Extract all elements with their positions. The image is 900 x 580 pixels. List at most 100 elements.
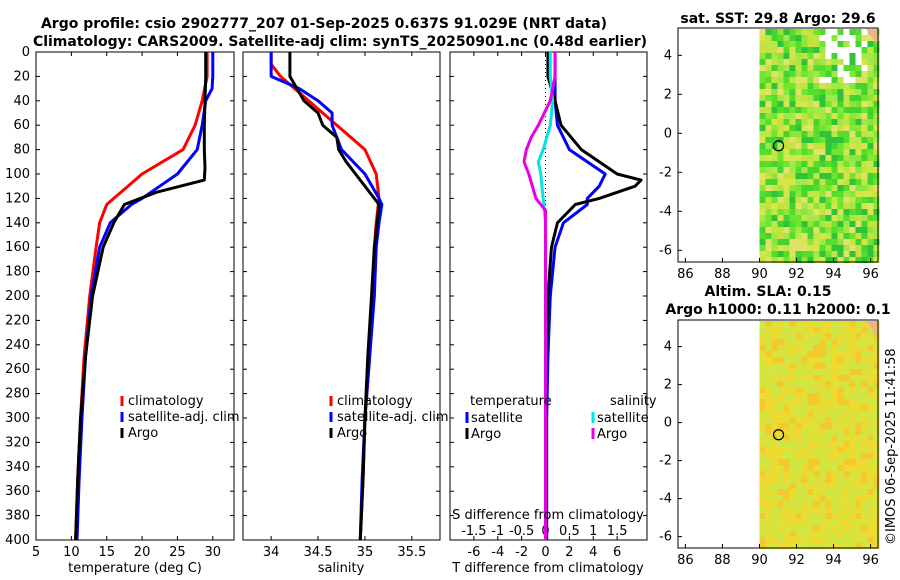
sla_map-cell: [819, 375, 826, 381]
temperature-xtick-label: 20: [134, 545, 151, 560]
sst_map-cell: [849, 71, 856, 77]
sst_map-cell: [825, 137, 832, 143]
sst_map-cell: [831, 89, 838, 95]
sla_map-cell: [837, 525, 844, 531]
sst_map-cell: [849, 227, 856, 233]
sst_map-cell: [801, 239, 808, 245]
sla_map-xtick-label: 92: [788, 553, 805, 568]
sla_map-cell: [867, 417, 874, 423]
s-tick-label: -1.5: [461, 524, 486, 539]
sst_map-cell: [873, 257, 880, 263]
sla_map-cell: [831, 513, 838, 519]
sst_map-cell: [849, 197, 856, 203]
sla_map-cell: [795, 351, 802, 357]
sla_map-cell: [855, 531, 862, 537]
sst_map-cell: [873, 71, 880, 77]
sst_map-cell: [795, 239, 802, 245]
sst_map-xtick-label: 86: [677, 267, 694, 282]
sst_map-cell: [771, 59, 778, 65]
sst_map-cell: [789, 35, 796, 41]
sst_map-cell: [855, 83, 862, 89]
sla_map-cell: [825, 543, 832, 549]
sla_map-cell: [813, 369, 820, 375]
sla_map-cell: [813, 489, 820, 495]
sla_map-cell: [813, 435, 820, 441]
sla_map-land: [866, 321, 877, 336]
sst_map-cell: [789, 179, 796, 185]
sla_map-cell: [855, 495, 862, 501]
sla_map-cell: [765, 369, 772, 375]
sst_map-cell: [819, 29, 826, 35]
sla_map-cell: [843, 489, 850, 495]
sla_map-cell: [759, 357, 766, 363]
sla_map-cell: [795, 423, 802, 429]
sla_map-cell: [765, 459, 772, 465]
sst_map-cell: [867, 233, 874, 239]
sla_map-cell: [855, 501, 862, 507]
sst_map-ytick-label: -2: [659, 165, 672, 180]
sla_map-cell: [771, 357, 778, 363]
sst_map-cell: [855, 221, 862, 227]
sst_map-cell: [813, 239, 820, 245]
sla_map-cell: [771, 345, 778, 351]
sla_map-cell: [849, 471, 856, 477]
sla_map-cell: [843, 501, 850, 507]
sla_map-cell: [813, 375, 820, 381]
sla_map-cell: [843, 339, 850, 345]
sla_map-cell: [873, 531, 880, 537]
sst_map-cell: [873, 215, 880, 221]
sla_map-cell: [861, 507, 868, 513]
sst_map-cell: [843, 191, 850, 197]
sla_map-cell: [813, 399, 820, 405]
sst_map-ytick-label: -4: [659, 204, 672, 219]
differences-series-temperature-satellite: [545, 52, 607, 540]
sst_map-cell: [795, 89, 802, 95]
sst_map-cell: [867, 101, 874, 107]
sst_map-cell: [765, 119, 772, 125]
sst_map-cell: [849, 107, 856, 113]
sla_map-cell: [795, 369, 802, 375]
sla_map-cell: [795, 495, 802, 501]
sst_map-cell: [783, 215, 790, 221]
sla_map-cell: [813, 405, 820, 411]
depth-tick-label: 160: [5, 240, 30, 255]
sst_map-cell: [873, 77, 880, 83]
sla_map-cell: [849, 513, 856, 519]
sla_map-cell: [771, 459, 778, 465]
sla_map-cell: [843, 447, 850, 453]
sst_map-cell: [831, 251, 838, 257]
sst_map-cell: [795, 59, 802, 65]
sla_map-cell: [825, 477, 832, 483]
sla_map-cell: [759, 495, 766, 501]
sla_map-cell: [837, 531, 844, 537]
sst_map-cell: [849, 221, 856, 227]
sla_map-cell: [765, 351, 772, 357]
sla_map-cell: [777, 507, 784, 513]
sst_map-cell: [867, 203, 874, 209]
sst_map-cell: [837, 101, 844, 107]
sst_map-cell: [831, 227, 838, 233]
depth-tick-label: 260: [5, 362, 30, 377]
sst_map-cell: [765, 185, 772, 191]
sla_map-cell: [789, 519, 796, 525]
sst_map-cell: [837, 233, 844, 239]
sst_map-cell: [849, 65, 856, 71]
sst_map-cell: [807, 245, 814, 251]
sla_map-cell: [855, 393, 862, 399]
sla_map-cell: [873, 339, 880, 345]
sst_map-cell: [849, 95, 856, 101]
sst_map-cell: [801, 113, 808, 119]
sla_map-cell: [807, 519, 814, 525]
sla_map-cell: [771, 375, 778, 381]
sla_map-cell: [825, 489, 832, 495]
sla_map-cell: [861, 357, 868, 363]
sst_map-cell: [855, 203, 862, 209]
sla_map-cell: [837, 483, 844, 489]
sst_map-cell: [855, 179, 862, 185]
sla_map-cell: [843, 351, 850, 357]
sla_map-cell: [849, 525, 856, 531]
sst_map-cell: [777, 149, 784, 155]
sst_map-cell: [783, 35, 790, 41]
sla_map-cell: [813, 429, 820, 435]
sst_map-cell: [771, 65, 778, 71]
